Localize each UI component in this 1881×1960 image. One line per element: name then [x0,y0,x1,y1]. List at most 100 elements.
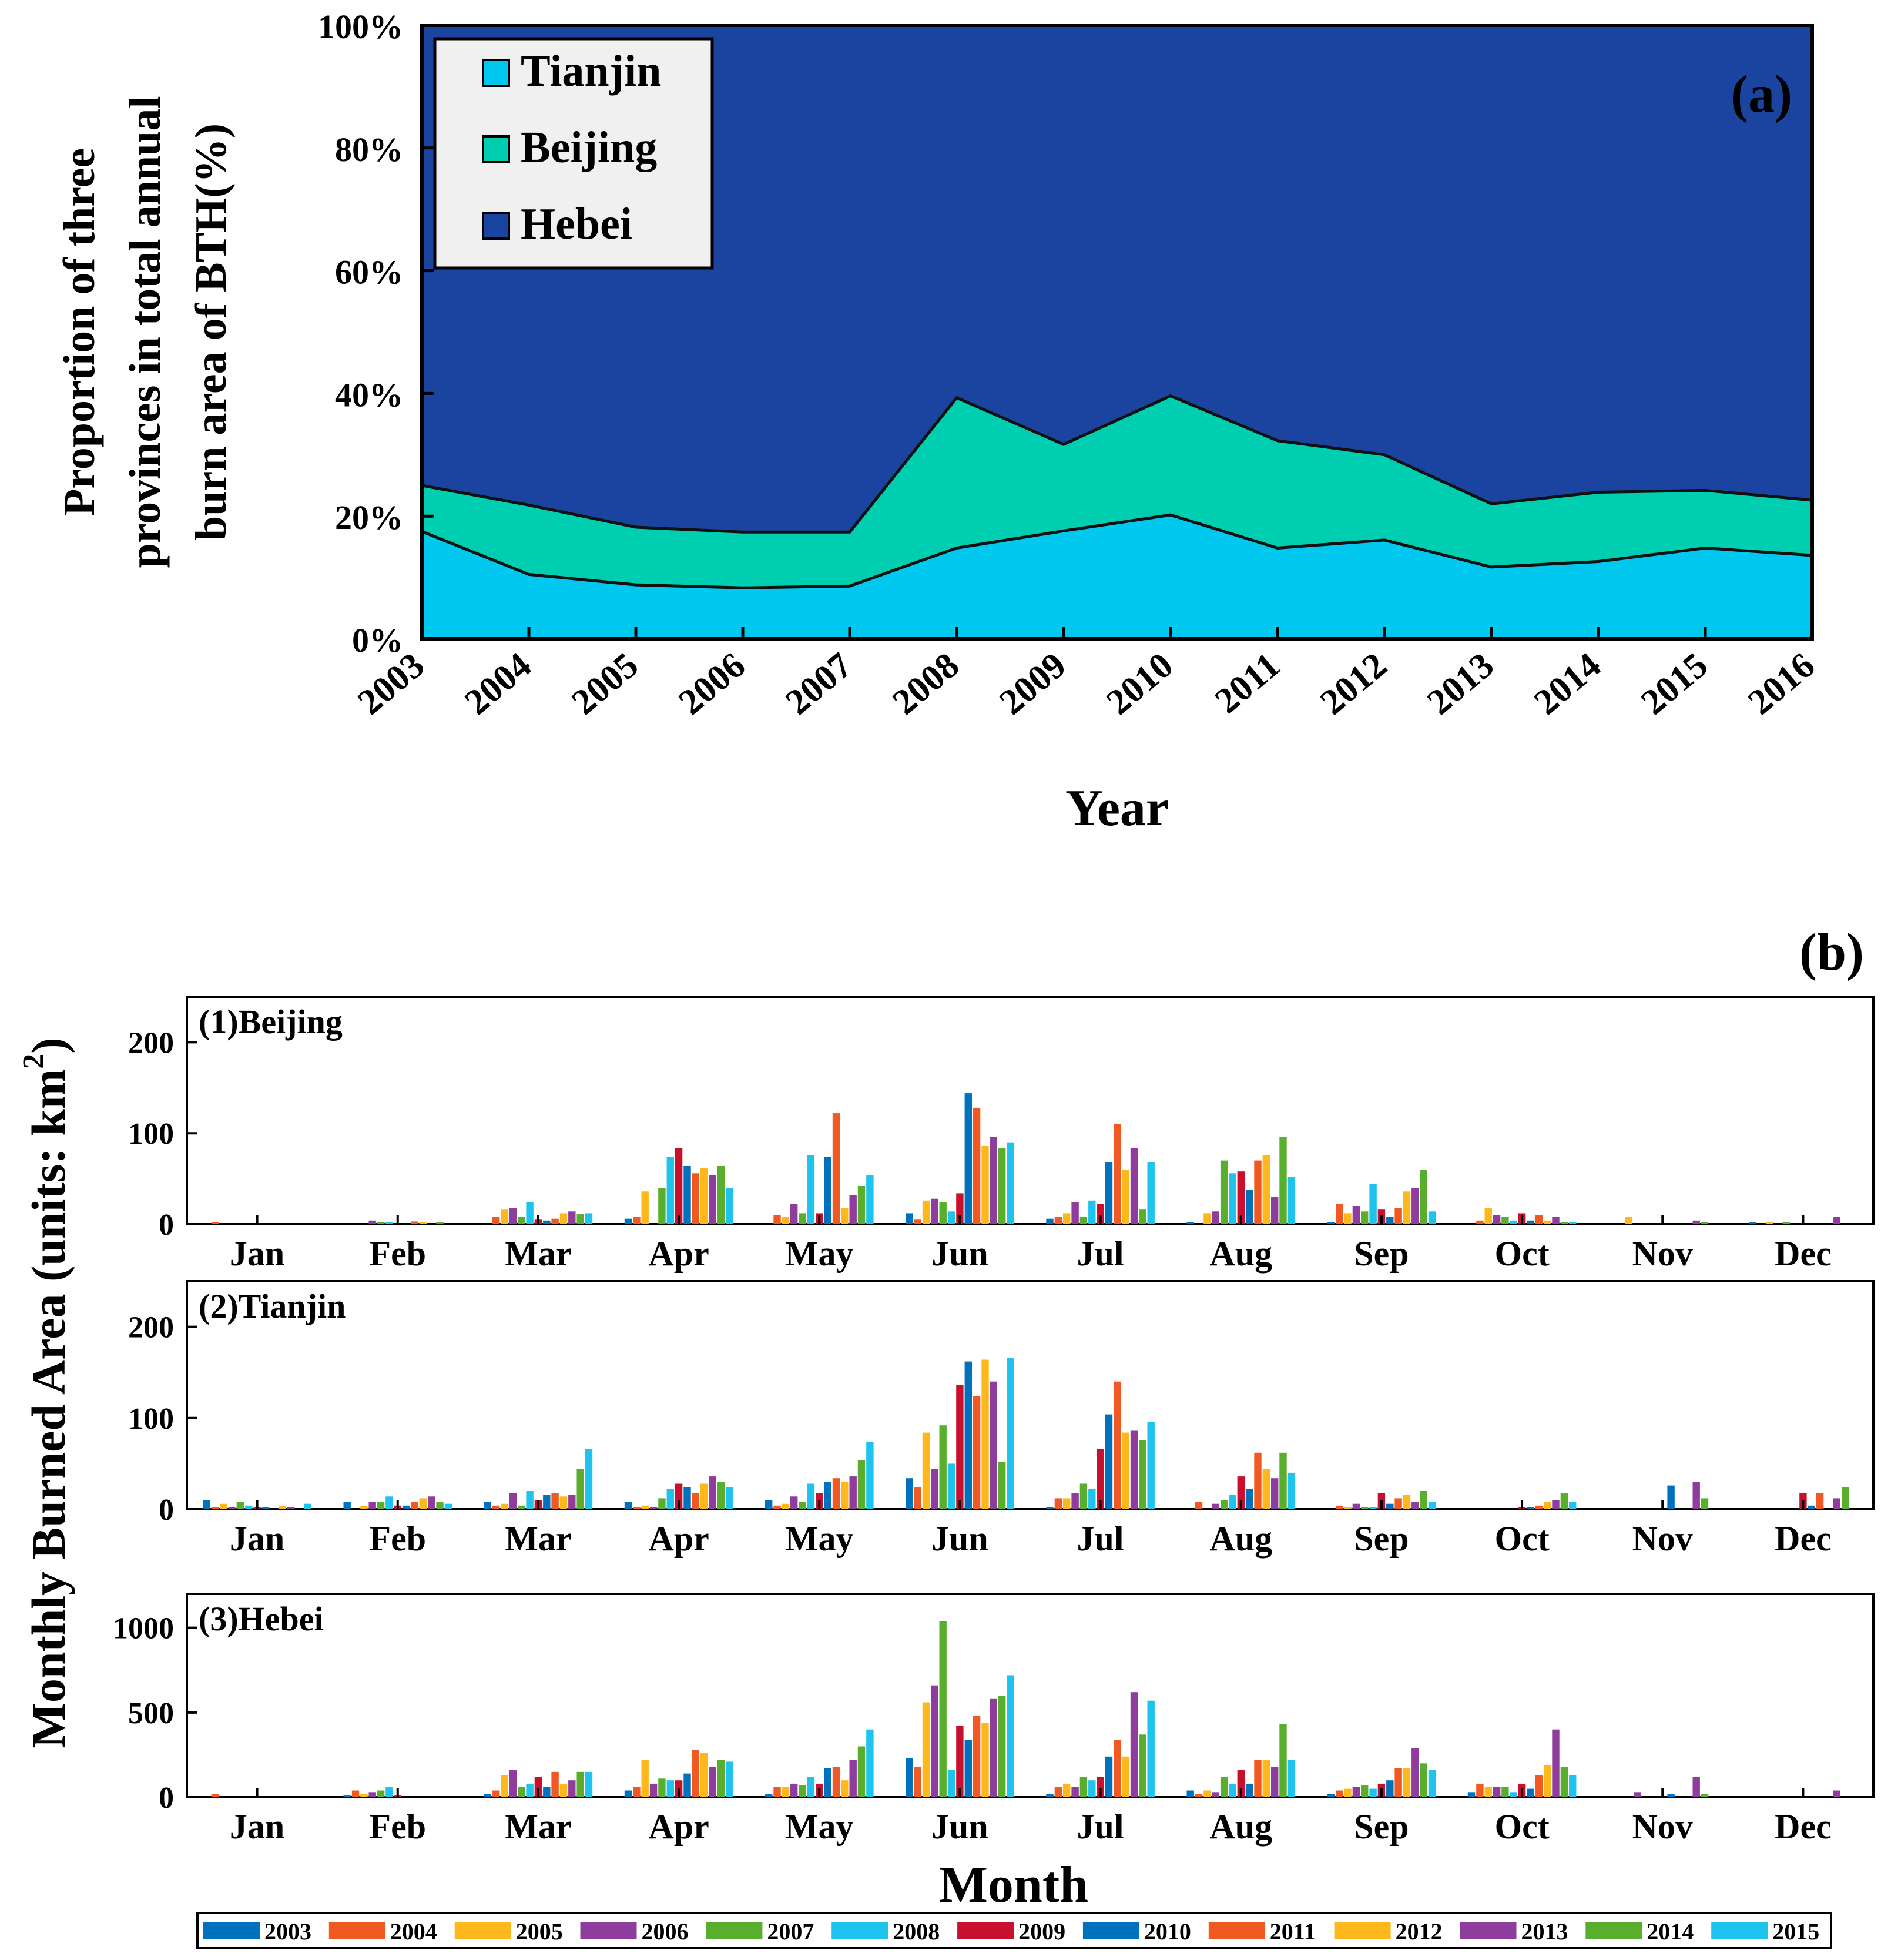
bar-sep-2007 [1361,1785,1369,1797]
bar-aug-2004 [1195,1502,1203,1509]
month-label: Feb [369,1807,426,1846]
x-axis-ticks: 2003 2004 2005 2006 2007 2008 2009 2010 2011 2012… [350,627,1822,722]
bar-oct-2013 [1552,1500,1560,1509]
bar-feb-2003 [343,1795,351,1797]
bar-aug-2011 [1254,1160,1262,1224]
bar-apr-2015 [726,1761,733,1797]
bar-jul-2004 [1054,1217,1062,1224]
legend-swatch-2009 [957,1922,1014,1939]
bar-may-2005 [782,1217,790,1224]
bar-jun-2006 [931,1685,938,1797]
bar-jun-2003 [906,1758,913,1797]
bar-jun-2011 [973,1396,981,1509]
legend-label-2008: 2008 [893,1918,940,1945]
bar-feb-2004 [351,1790,360,1797]
y-tick-label: 0% [352,621,403,659]
bar-may-2011 [832,1113,840,1224]
x-tick-label: 2010 [1099,645,1181,723]
bar-series [211,1621,1840,1798]
legend-swatch-beijing [482,135,510,163]
bar-feb-2015 [444,1503,452,1509]
month-label: Nov [1632,1234,1693,1273]
y-axis-title: Proportion of three provinces in total an… [55,96,236,568]
legend-swatch-2013 [1460,1922,1517,1939]
bar-may-2004 [773,1215,781,1224]
legend-swatch-hebei [482,212,510,240]
bar-aug-2010 [1245,1190,1253,1224]
bar-jun-2012 [981,1359,989,1509]
y-tick-label: 40% [335,376,403,414]
panel-a-area-chart: 0%20%40%60%80%100% 2003 2004 2005 2006 2007 2… [55,8,1822,837]
bar-aug-2015 [1287,1760,1296,1797]
bar-sep-2004 [1336,1790,1343,1797]
bar-jul-2005 [1063,1213,1071,1224]
bar-mar-2010 [543,1495,551,1509]
x-axis-ticks: Jan Feb Mar Apr May Jun Jul Aug Sep Oct Nov Dec [230,1788,1832,1846]
bar-may-2014 [857,1186,866,1224]
bar-jul-2014 [1139,1440,1146,1509]
legend-swatch-2004 [328,1922,385,1939]
bar-mar-2008 [526,1783,534,1797]
bar-sep-2006 [1352,1787,1360,1797]
boundary-line-tianjin [421,513,1813,589]
bar-apr-2014 [717,1482,725,1509]
bar-feb-2008 [385,1787,393,1797]
bar-mar-2010 [543,1220,551,1224]
bar-oct-2013 [1552,1217,1560,1224]
bar-jun-2007 [939,1425,947,1509]
bar-jul-2012 [1122,1432,1129,1509]
bar-oct-2011 [1535,1505,1543,1509]
y-tick-label: 60% [335,253,403,292]
bar-nov-2006 [1634,1792,1641,1797]
x-tick-label: 2008 [885,645,967,723]
bar-jul-2007 [1079,1777,1088,1797]
bar-aug-2009 [1237,1770,1245,1797]
bar-may-2012 [841,1208,849,1224]
bar-nov-2014 [1701,1794,1709,1797]
bar-mar-2004 [492,1505,500,1509]
month-label: Dec [1775,1807,1832,1846]
bar-jun-2013 [990,1137,997,1224]
bar-jan-2004 [211,1507,219,1509]
bar-jul-2004 [1054,1498,1062,1509]
bar-jul-2009 [1097,1777,1104,1797]
bar-oct-2014 [1560,1493,1568,1509]
bar-jun-2011 [973,1107,981,1224]
bar-jun-2014 [998,1148,1006,1224]
bar-jun-2010 [964,1740,972,1797]
bar-mar-2014 [576,1214,584,1224]
bar-oct-2012 [1544,1765,1551,1797]
legend-swatch-2005 [454,1922,511,1939]
x-tick-label: 2013 [1420,645,1501,723]
bar-jun-2010 [964,1361,972,1509]
month-label: Sep [1354,1234,1409,1273]
bar-jul-2008 [1088,1489,1096,1509]
bar-apr-2005 [641,1760,649,1797]
bar-feb-2011 [411,1221,418,1224]
bar-series [211,1093,1840,1224]
bar-may-2003 [765,1500,773,1509]
bar-jul-2013 [1130,1692,1138,1797]
bar-jun-2009 [956,1726,964,1797]
legend-label-2010: 2010 [1144,1918,1191,1945]
bar-jul-2010 [1105,1414,1113,1509]
y-tick-label: 500 [128,1697,174,1730]
bar-jul-2012 [1122,1170,1129,1224]
legend-swatch-2014 [1585,1922,1642,1939]
bar-jul-2006 [1071,1493,1079,1509]
bar-feb-2008 [385,1222,393,1224]
bar-jun-2015 [1007,1358,1014,1509]
bar-sep-2008 [1369,1184,1377,1224]
bar-dec-2010 [1808,1505,1815,1509]
bar-may-2008 [807,1155,815,1224]
bar-oct-2015 [1569,1222,1577,1224]
subplot-2: 0 100 200 Jan Feb Mar Apr May Jun Jul Aug Sep Oct Nov… [128,1280,1875,1558]
bar-nov-2014 [1701,1222,1709,1224]
bar-mar-2015 [585,1213,593,1224]
bar-may-2015 [866,1175,874,1224]
bar-oct-2005 [1484,1787,1492,1797]
legend-swatch-2010 [1082,1922,1139,1939]
bar-jul-2011 [1114,1740,1121,1797]
bar-oct-2006 [1493,1215,1501,1224]
